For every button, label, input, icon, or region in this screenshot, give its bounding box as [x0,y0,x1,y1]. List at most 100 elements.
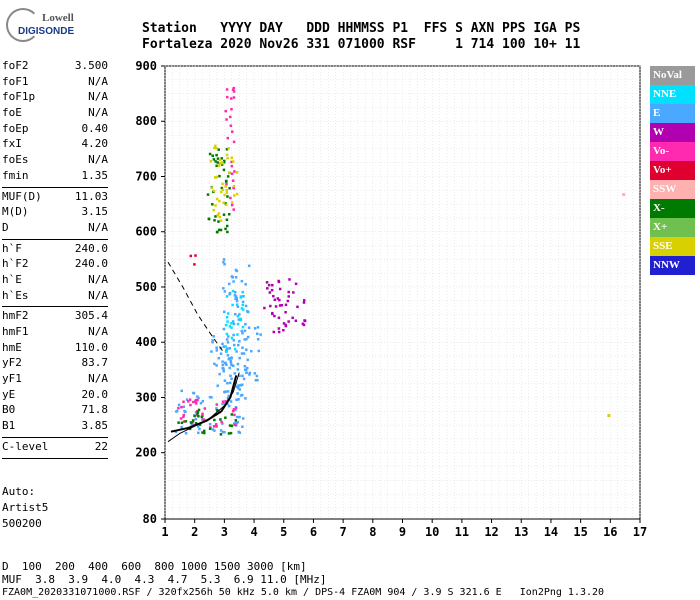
param-value: N/A [88,272,108,286]
echo-point [237,318,241,321]
echo-point [211,154,215,158]
echo-point [227,395,231,398]
echo-point [263,306,266,310]
param-row: foEs N/A [2,153,108,169]
echo-point [296,305,299,309]
param-row: h`F 240.0 [2,242,108,258]
echo-point [215,164,218,168]
echo-point [177,406,180,410]
echo-point [278,287,282,291]
echo-point [232,208,235,211]
echo-point [196,395,199,398]
param-row: MUF(D) 11.03 [2,190,108,206]
echo-point [232,280,235,283]
echo-point [225,118,228,121]
echo-point [189,403,192,407]
echo-point [235,398,238,401]
param-name: D [2,220,9,234]
echo-point [184,432,188,435]
echo-point [256,337,260,341]
param-value: N/A [88,106,108,120]
echo-point [243,338,246,341]
echo-point [228,171,231,174]
echo-point [284,323,287,327]
echo-point [232,140,236,144]
echo-point [226,136,230,140]
echo-point [189,254,193,258]
param-value: 71.8 [81,403,109,417]
param-name: fxI [2,137,22,151]
echo-point [226,175,230,178]
echo-point [282,328,285,332]
param-value: N/A [88,220,108,234]
echo-point [284,303,288,307]
echo-point [215,364,218,367]
echo-point [229,124,233,127]
echo-point [208,422,212,426]
echo-point [211,203,214,206]
echo-point [287,320,290,323]
echo-point [223,430,226,434]
echo-point [211,428,215,431]
parameter-panel: foF2 3.500 foF1 N/A foF1p N/A foE N/A foEp 0.40 fx… [2,59,108,461]
param-value: 3.15 [81,205,109,219]
echo-point [272,294,275,298]
param-name: yE [2,387,16,401]
echo-point [241,374,244,378]
echo-point [236,386,240,390]
echo-point [253,327,257,330]
echo-point [215,425,218,428]
echo-point [198,427,201,431]
echo-point [266,287,269,290]
echo-point [220,186,224,190]
echo-point [288,278,291,281]
param-value: 305.4 [74,309,108,323]
echo-point [239,384,243,387]
echo-point [221,402,224,406]
echo-point [226,230,229,234]
param-value: 83.7 [81,356,109,370]
echo-point [196,410,200,413]
param-value: N/A [88,74,108,88]
echo-point [233,347,237,351]
echo-point [210,350,213,353]
echo-point-isolated [607,414,611,418]
echo-point [231,303,234,307]
echo-point [271,312,274,316]
echo-point [267,283,271,287]
echo-point [194,417,198,421]
param-name: foE [2,106,22,120]
y-tick-label: 500 [135,280,157,294]
echo-point [194,398,198,402]
echo-point [241,300,245,304]
echo-point [268,291,272,294]
echo-point [215,403,219,406]
echo-point [232,322,236,326]
echo-point [240,352,244,355]
x-tick-label: 6 [310,525,317,539]
echo-point [216,384,220,388]
echo-point [180,405,183,409]
echo-point [177,421,180,424]
param-value: N/A [88,325,108,338]
echo-point [180,389,184,393]
separator [2,186,108,188]
legend-entry-vominus: Vo- [650,142,695,161]
param-row: D N/A [2,221,108,237]
echo-point [222,260,225,264]
echo-point [180,421,184,425]
echo-point [230,326,233,329]
echo-point [223,263,226,266]
param-name: h`E [2,272,22,286]
echo-point [219,228,223,232]
footer-muf-row: MUF 3.8 3.9 4.0 4.3 4.7 5.3 6.9 11.0 [MH… [2,573,327,586]
echo-point [217,220,220,223]
echo-point [223,290,227,293]
echo-point [206,193,210,196]
echo-point [238,388,242,391]
echo-point [218,199,221,203]
echo-point [245,371,248,375]
echo-point [212,189,216,193]
echo-point [215,175,219,179]
echo-point [223,390,226,394]
